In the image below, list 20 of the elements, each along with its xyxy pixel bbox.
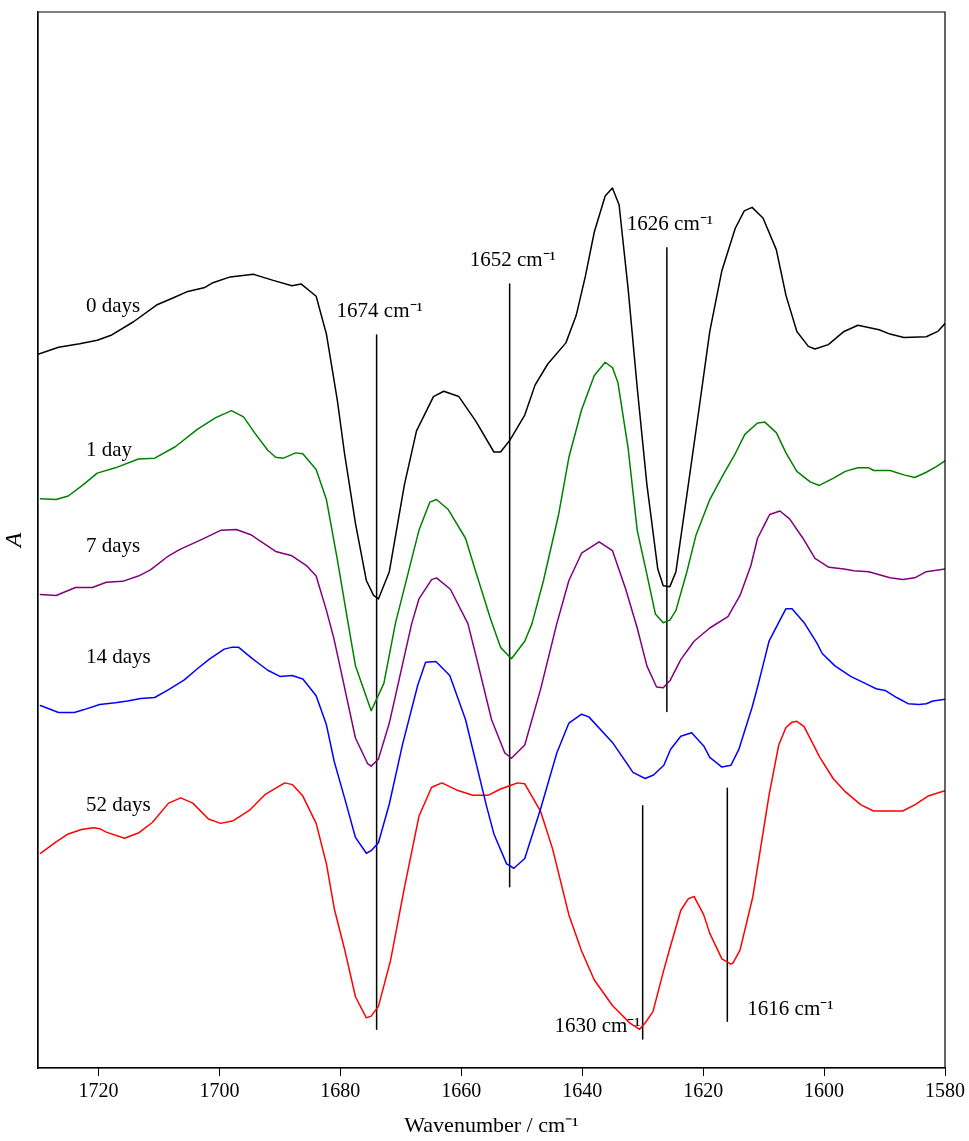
series-label: 0 days — [86, 292, 141, 317]
y-axis-title: A — [0, 532, 26, 550]
annotation: 1652 cm⁻¹ — [469, 246, 556, 271]
series-label: 1 day — [86, 437, 133, 462]
series-label: 14 days — [86, 643, 151, 668]
x-tick-label: 1620 — [683, 1079, 724, 1102]
annotation: 1616 cm⁻¹ — [747, 995, 834, 1020]
x-tick-label: 1700 — [199, 1079, 240, 1102]
x-tick-label: 1600 — [804, 1079, 845, 1102]
annotation: 1630 cm⁻¹ — [554, 1013, 641, 1038]
annotation: 1674 cm⁻¹ — [336, 297, 423, 322]
x-tick-label: 1580 — [925, 1079, 965, 1102]
series-label: 52 days — [86, 791, 151, 816]
x-tick-label: 1660 — [441, 1079, 482, 1102]
x-tick-label: 1680 — [320, 1079, 361, 1102]
x-tick-label: 1640 — [562, 1079, 603, 1102]
x-tick-label: 1720 — [78, 1079, 119, 1102]
series-label: 7 days — [86, 533, 141, 558]
x-axis-title: Wavenumber / cm⁻¹ — [404, 1111, 579, 1137]
annotation: 1626 cm⁻¹ — [626, 210, 714, 235]
